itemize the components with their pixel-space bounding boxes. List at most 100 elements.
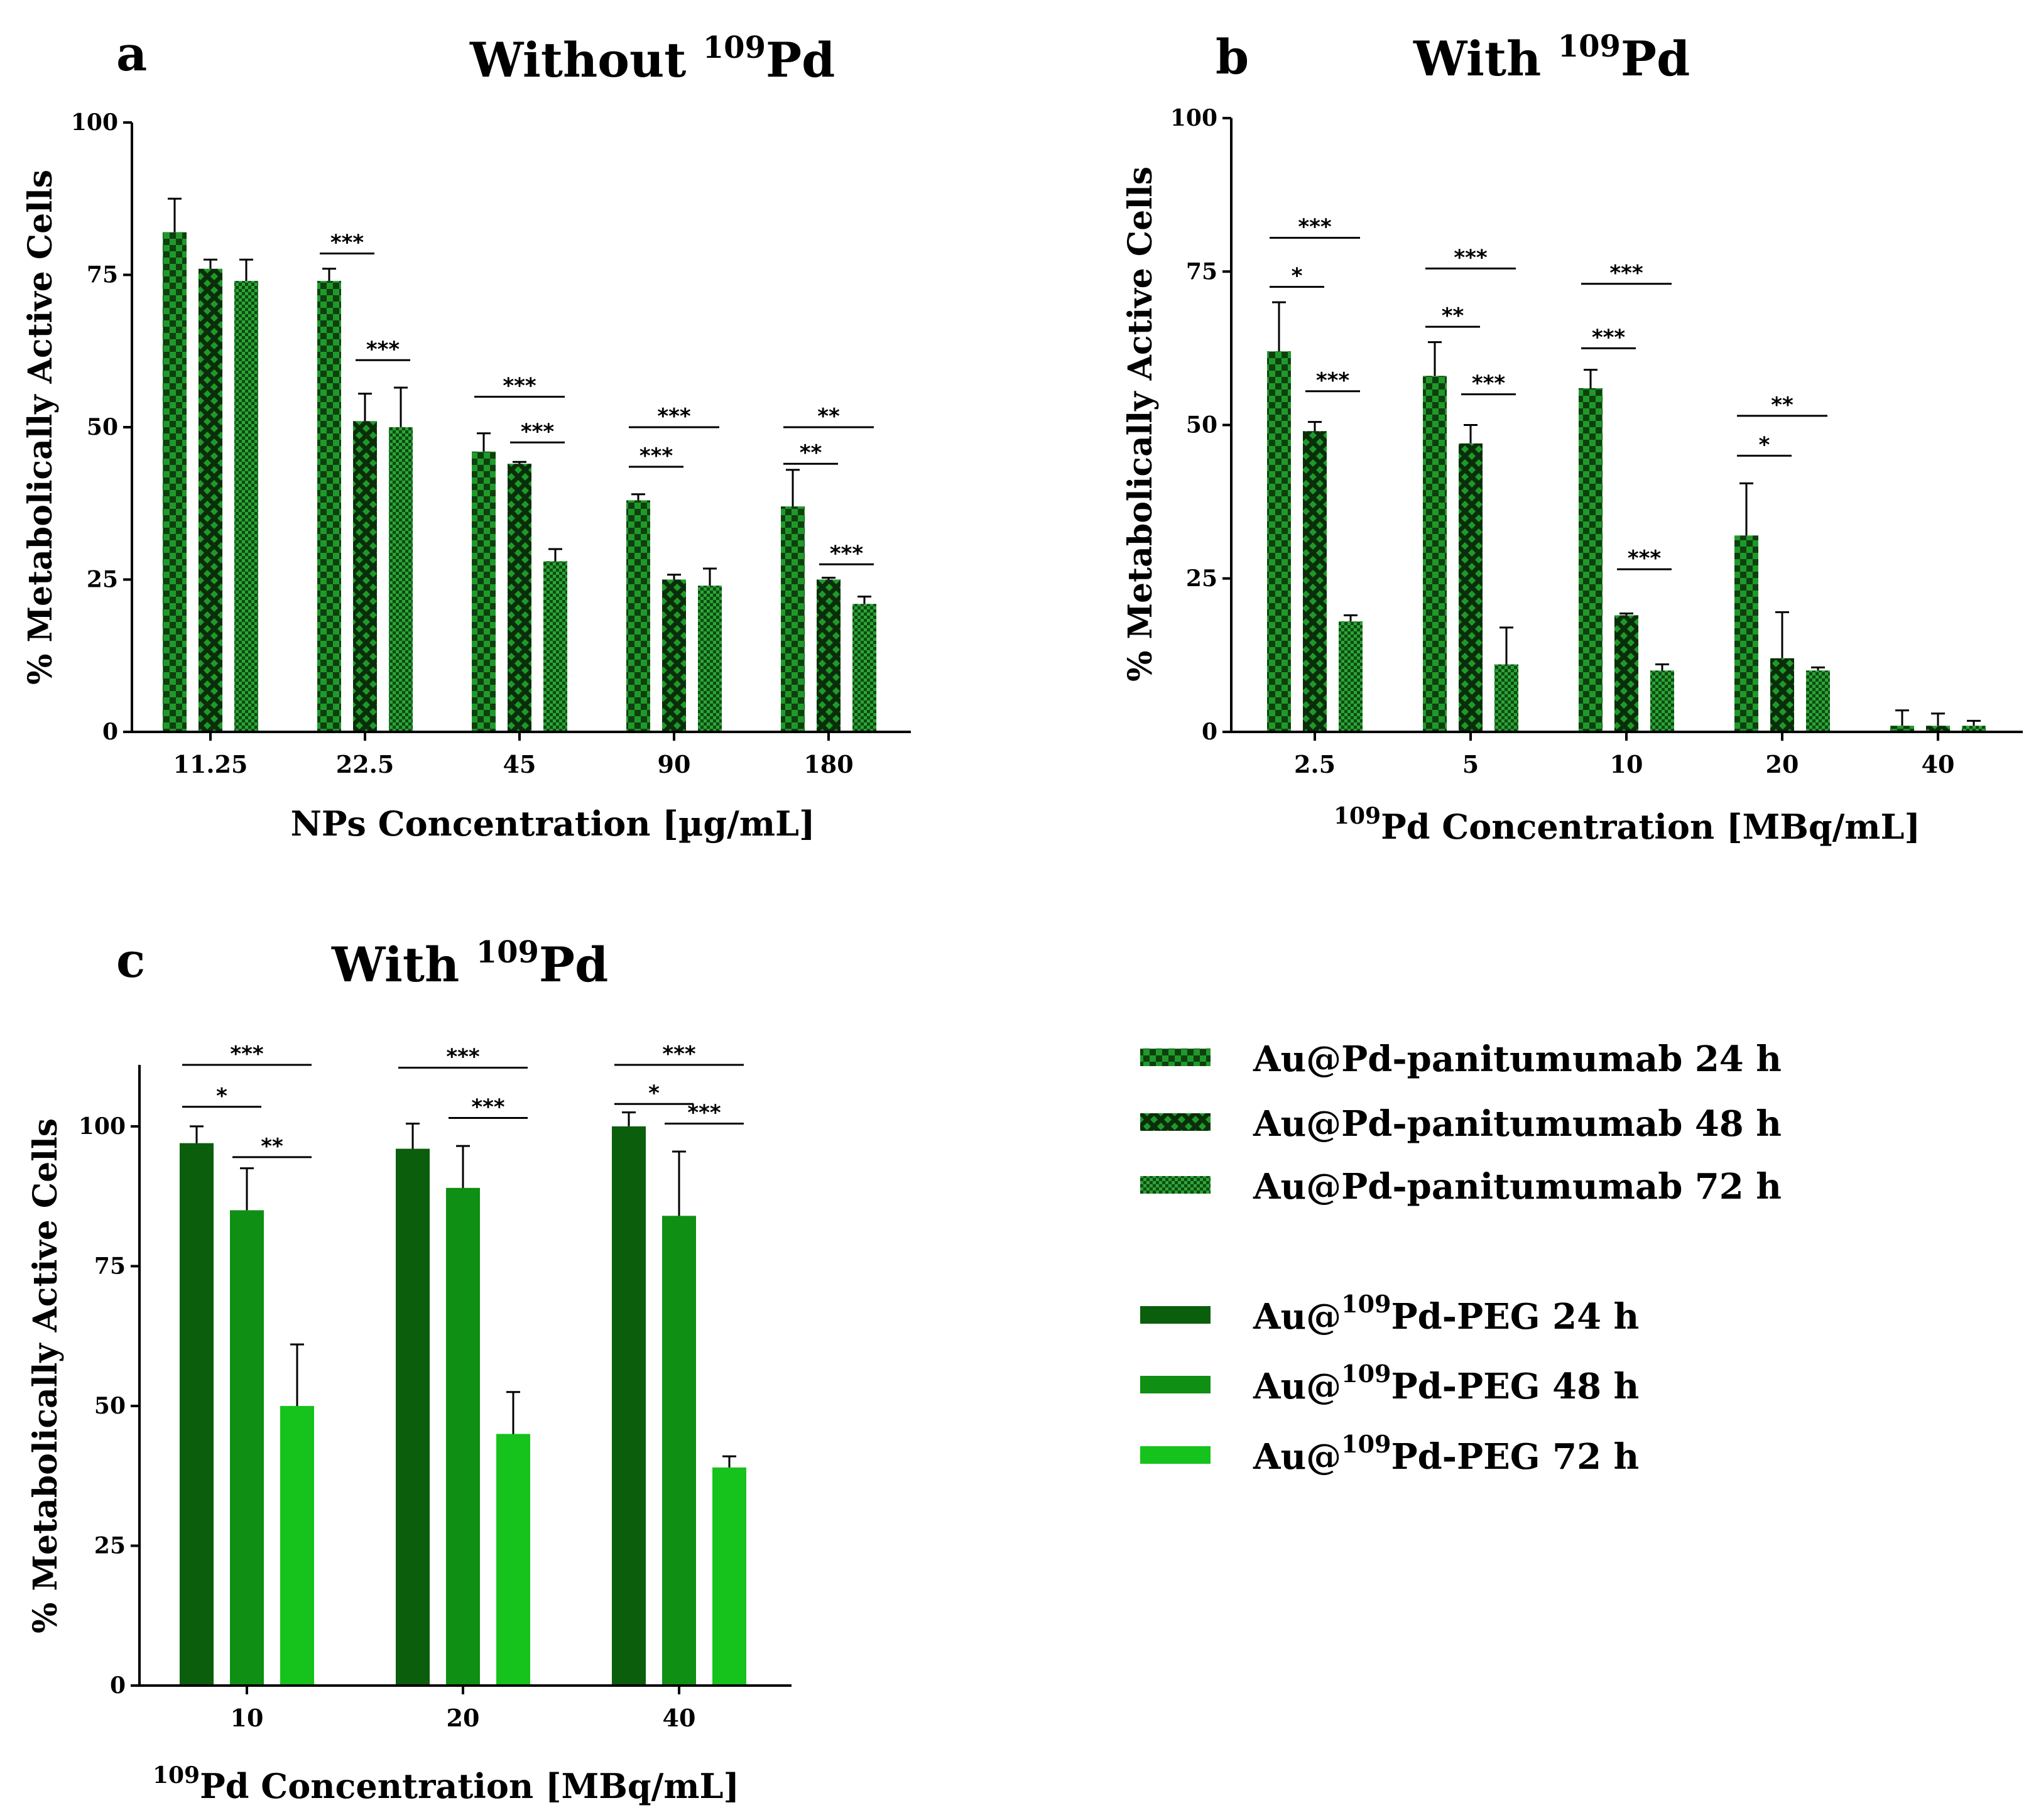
legend-swatch bbox=[1140, 1049, 1211, 1066]
y-tick-label: 100 bbox=[71, 109, 118, 136]
significance-label: *** bbox=[1454, 245, 1488, 270]
panel-b-title: With 109Pd bbox=[1413, 29, 1690, 87]
bar bbox=[1339, 621, 1363, 732]
bar bbox=[698, 586, 722, 732]
bar bbox=[1806, 670, 1830, 732]
significance-label: *** bbox=[830, 541, 864, 566]
y-tick-label: 25 bbox=[94, 1532, 126, 1559]
bar bbox=[180, 1143, 214, 1686]
legend-label: Au@109Pd-PEG 48 h bbox=[1253, 1360, 1639, 1407]
bar bbox=[1734, 535, 1758, 732]
bar bbox=[1459, 443, 1483, 732]
bar bbox=[543, 561, 567, 732]
bar bbox=[163, 232, 187, 733]
panel-a-y-axis-label: % Metabolically Active Cells bbox=[21, 170, 60, 685]
y-tick-label: 50 bbox=[94, 1393, 126, 1419]
panel-letter-a: a bbox=[116, 26, 147, 82]
bar bbox=[712, 1467, 746, 1686]
bar bbox=[396, 1148, 430, 1686]
significance-label: *** bbox=[1628, 546, 1662, 571]
x-tick-label: 10 bbox=[1610, 750, 1643, 778]
y-tick-label: 0 bbox=[110, 1672, 126, 1699]
significance-label: *** bbox=[366, 337, 400, 362]
significance-label: *** bbox=[1316, 368, 1350, 393]
significance-label: * bbox=[1759, 432, 1770, 457]
panel-a-x-axis-label: NPs Concentration [µg/mL] bbox=[290, 804, 815, 844]
significance-label: *** bbox=[1472, 371, 1506, 396]
x-tick-label: 10 bbox=[231, 1704, 264, 1732]
bar bbox=[612, 1126, 646, 1686]
bar bbox=[1650, 670, 1674, 732]
y-tick-label: 100 bbox=[1170, 105, 1217, 131]
bar bbox=[1926, 726, 1950, 732]
significance-label: *** bbox=[662, 1042, 696, 1067]
significance-label: ** bbox=[817, 404, 840, 429]
panel-c-y-axis-label: % Metabolically Active Cells bbox=[26, 1118, 65, 1633]
bar bbox=[1267, 351, 1291, 732]
significance-label: * bbox=[1292, 264, 1303, 289]
panel-c-x-axis-label: 109Pd Concentration [MBq/mL] bbox=[153, 1762, 739, 1806]
panel-letter-b: b bbox=[1216, 29, 1249, 85]
significance-label: *** bbox=[1298, 215, 1332, 240]
significance-label: *** bbox=[640, 444, 673, 469]
legend-swatch bbox=[1140, 1376, 1211, 1393]
x-tick-label: 40 bbox=[663, 1704, 696, 1732]
significance-label: ** bbox=[1771, 393, 1793, 418]
y-tick-label: 0 bbox=[102, 719, 118, 745]
significance-label: ** bbox=[800, 440, 822, 466]
significance-label: ** bbox=[1442, 303, 1464, 329]
bar bbox=[1579, 388, 1603, 732]
bar bbox=[234, 281, 258, 732]
x-tick-label: 180 bbox=[803, 750, 853, 778]
y-tick-label: 100 bbox=[79, 1113, 126, 1140]
panel-c-title-sup: 109 bbox=[476, 935, 539, 970]
bar bbox=[662, 579, 686, 732]
significance-label: ** bbox=[261, 1134, 283, 1159]
panel-b-title-sup: 109 bbox=[1558, 29, 1621, 64]
x-tick-label: 11.25 bbox=[173, 750, 248, 778]
significance-label: *** bbox=[1609, 261, 1643, 286]
significance-label: *** bbox=[330, 231, 364, 256]
y-tick-label: 75 bbox=[87, 262, 118, 288]
significance-label: *** bbox=[657, 404, 691, 429]
bar bbox=[817, 579, 841, 732]
significance-label: *** bbox=[446, 1044, 480, 1069]
significance-label: *** bbox=[471, 1095, 505, 1120]
x-tick-label: 2.5 bbox=[1294, 750, 1336, 778]
x-tick-label: 22.5 bbox=[336, 750, 395, 778]
panel-b-x-axis-sup: 109 bbox=[1334, 803, 1381, 829]
bar bbox=[280, 1405, 314, 1686]
bar bbox=[662, 1216, 696, 1686]
y-tick-label: 75 bbox=[1186, 258, 1217, 285]
panel-a-title: Without 109Pd bbox=[469, 30, 835, 88]
legend-label: Au@109Pd-PEG 72 h bbox=[1253, 1430, 1639, 1478]
bar bbox=[1614, 615, 1638, 732]
legend-swatch bbox=[1140, 1446, 1211, 1464]
y-tick-label: 25 bbox=[1186, 565, 1217, 592]
bar bbox=[1303, 431, 1327, 732]
legend-swatch bbox=[1140, 1176, 1211, 1194]
bar bbox=[1890, 726, 1914, 732]
bar bbox=[852, 604, 876, 732]
panel-c-x-axis-sup: 109 bbox=[153, 1762, 200, 1789]
legend-label: Au@Pd-panitumumab 72 h bbox=[1253, 1166, 1782, 1207]
bar bbox=[626, 500, 650, 732]
x-tick-label: 20 bbox=[447, 1704, 480, 1732]
panel-a-title-sup: 109 bbox=[703, 30, 766, 65]
bar bbox=[1770, 658, 1794, 732]
panel-b-y-axis-label: % Metabolically Active Cells bbox=[1121, 166, 1160, 682]
x-tick-label: 40 bbox=[1922, 750, 1955, 778]
legend-label: Au@Pd-panitumumab 24 h bbox=[1253, 1038, 1782, 1080]
bar bbox=[446, 1187, 480, 1686]
significance-label: * bbox=[648, 1081, 660, 1106]
bar bbox=[508, 464, 531, 732]
bar bbox=[496, 1434, 530, 1686]
x-tick-label: 5 bbox=[1462, 750, 1479, 778]
panel-letter-c: c bbox=[116, 932, 145, 988]
bar bbox=[1962, 726, 1986, 732]
y-tick-label: 25 bbox=[87, 567, 118, 593]
bar bbox=[317, 281, 341, 732]
